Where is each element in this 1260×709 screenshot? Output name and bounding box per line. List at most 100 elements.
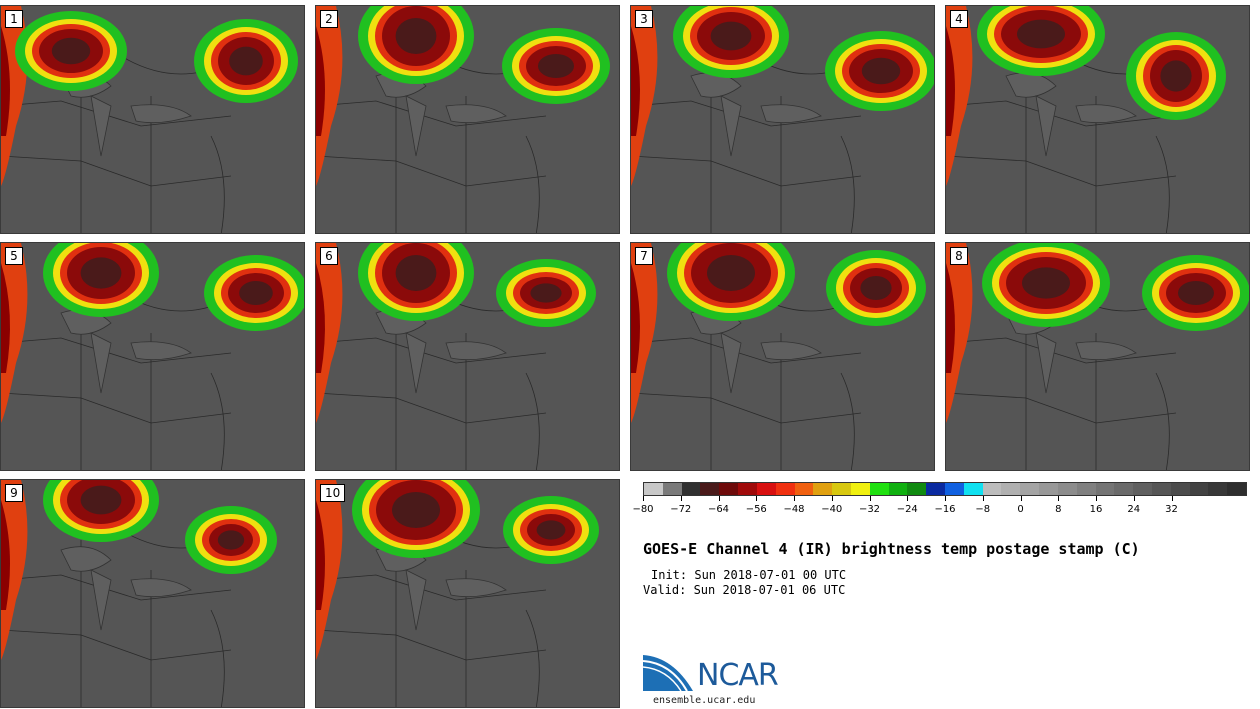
colorbar-swatch — [1020, 483, 1040, 495]
ir-map — [1, 480, 304, 707]
colorbar-swatch — [1001, 483, 1021, 495]
ensemble-member-panel-10: 10 — [315, 479, 620, 708]
colorbar-tick — [1171, 496, 1173, 501]
colorbar-tick — [1096, 496, 1097, 501]
colorbar-tick — [1020, 496, 1022, 501]
colorbar-tick — [982, 496, 984, 501]
init-time: Init: Sun 2018-07-01 00 UTC — [651, 568, 847, 582]
colorbar-tick — [869, 496, 871, 501]
member-number-label: 10 — [320, 484, 346, 502]
ensemble-member-panel-9: 9 — [0, 479, 305, 708]
colorbar-swatch — [794, 483, 814, 495]
figure-title: GOES-E Channel 4 (IR) brightness temp po… — [643, 540, 1140, 558]
ensemble-member-panel-1: 1 — [0, 5, 305, 234]
colorbar-swatch — [1095, 483, 1115, 495]
colorbar-tick-label: 16 — [1089, 504, 1103, 515]
colorbar-swatch — [1170, 483, 1190, 495]
ensemble-member-panel-2: 2 — [315, 5, 620, 234]
colorbar-tick-label: 24 — [1127, 504, 1141, 515]
colorbar-swatch — [738, 483, 757, 495]
colorbar-swatch — [982, 483, 1002, 495]
colorbar-tick-label: −8 — [975, 504, 991, 515]
ensemble-member-panel-3: 3 — [630, 5, 935, 234]
colorbar-swatch — [719, 483, 739, 495]
ncar-wordmark: NCAR — [697, 658, 779, 693]
colorbar-swatch — [888, 483, 908, 495]
ensemble-member-panel-6: 6 — [315, 242, 620, 471]
colorbar-tick — [907, 496, 909, 501]
colorbar-swatch — [1208, 483, 1228, 495]
colorbar-tick — [1133, 496, 1135, 501]
colorbar-swatch — [926, 483, 945, 495]
colorbar-swatch — [945, 483, 964, 495]
colorbar-tick-label: −64 — [707, 504, 730, 515]
colorbar-tick-label: −72 — [670, 504, 692, 515]
ensemble-member-panel-7: 7 — [630, 242, 935, 471]
colorbar-swatch — [1189, 483, 1209, 495]
colorbar-tick — [1058, 496, 1060, 501]
ensemble-member-panel-4: 4 — [945, 5, 1250, 234]
colorbar-tick-label: −16 — [934, 504, 956, 515]
colorbar — [643, 482, 1247, 496]
ir-map — [316, 243, 619, 470]
ir-map — [631, 6, 934, 233]
member-number-label: 9 — [5, 484, 23, 502]
colorbar-tick-label: 8 — [1055, 504, 1062, 515]
ir-map — [631, 243, 934, 470]
colorbar-swatch — [662, 483, 682, 495]
colorbar-swatch — [1227, 483, 1246, 495]
member-number-label: 7 — [635, 247, 653, 265]
colorbar-tick-label: −24 — [896, 504, 918, 515]
colorbar-tick-label: −40 — [821, 504, 843, 515]
site-url[interactable]: ensemble.ucar.edu — [653, 695, 756, 706]
colorbar-tick — [756, 496, 758, 501]
colorbar-swatch — [1039, 483, 1058, 495]
colorbar-tick — [718, 496, 720, 501]
colorbar-tick — [643, 496, 644, 501]
member-number-label: 4 — [950, 10, 968, 28]
colorbar-tick — [945, 496, 946, 501]
valid-time: Valid: Sun 2018-07-01 06 UTC — [643, 583, 846, 597]
colorbar-tick-label: −56 — [745, 504, 767, 515]
colorbar-tick-label: 32 — [1165, 504, 1178, 515]
ensemble-member-panel-5: 5 — [0, 242, 305, 471]
ir-map — [1, 243, 304, 470]
colorbar-tick — [680, 496, 682, 501]
colorbar-swatch — [869, 483, 889, 495]
colorbar-ticks: −80 −72 −64 −56 −48 −40 −32 −24 −16 −8 0 8 16 24 32 — [632, 496, 1247, 520]
colorbar-swatch — [813, 483, 833, 495]
ir-map — [316, 480, 619, 707]
colorbar-tick — [831, 496, 833, 501]
colorbar-tick-label: −48 — [783, 504, 805, 515]
colorbar-swatch — [644, 483, 663, 495]
colorbar-swatch — [1076, 483, 1096, 495]
colorbar-swatch — [1133, 483, 1152, 495]
colorbar-swatch — [1151, 483, 1171, 495]
colorbar-swatch — [775, 483, 795, 495]
ir-map — [946, 6, 1249, 233]
ncar-logo-icon — [643, 655, 693, 692]
member-number-label: 5 — [5, 247, 23, 265]
colorbar-swatch — [850, 483, 870, 495]
ir-map — [946, 243, 1249, 470]
colorbar-swatch — [681, 483, 701, 495]
colorbar-swatch — [700, 483, 720, 495]
colorbar-swatch — [1057, 483, 1077, 495]
member-number-label: 3 — [635, 10, 653, 28]
member-number-label: 6 — [320, 247, 338, 265]
member-number-label: 2 — [320, 10, 338, 28]
member-number-label: 8 — [950, 247, 968, 265]
colorbar-swatch — [1114, 483, 1134, 495]
colorbar-tick — [794, 496, 795, 501]
colorbar-swatch — [832, 483, 851, 495]
colorbar-tick-label: −32 — [858, 504, 881, 515]
colorbar-tick-label: −80 — [632, 504, 654, 515]
member-number-label: 1 — [5, 10, 23, 28]
colorbar-swatch — [907, 483, 927, 495]
ensemble-member-panel-8: 8 — [945, 242, 1250, 471]
colorbar-tick-label: 0 — [1017, 504, 1024, 515]
colorbar-swatch — [963, 483, 983, 495]
colorbar-swatch — [756, 483, 776, 495]
ir-map — [1, 6, 304, 233]
ir-map — [316, 6, 619, 233]
